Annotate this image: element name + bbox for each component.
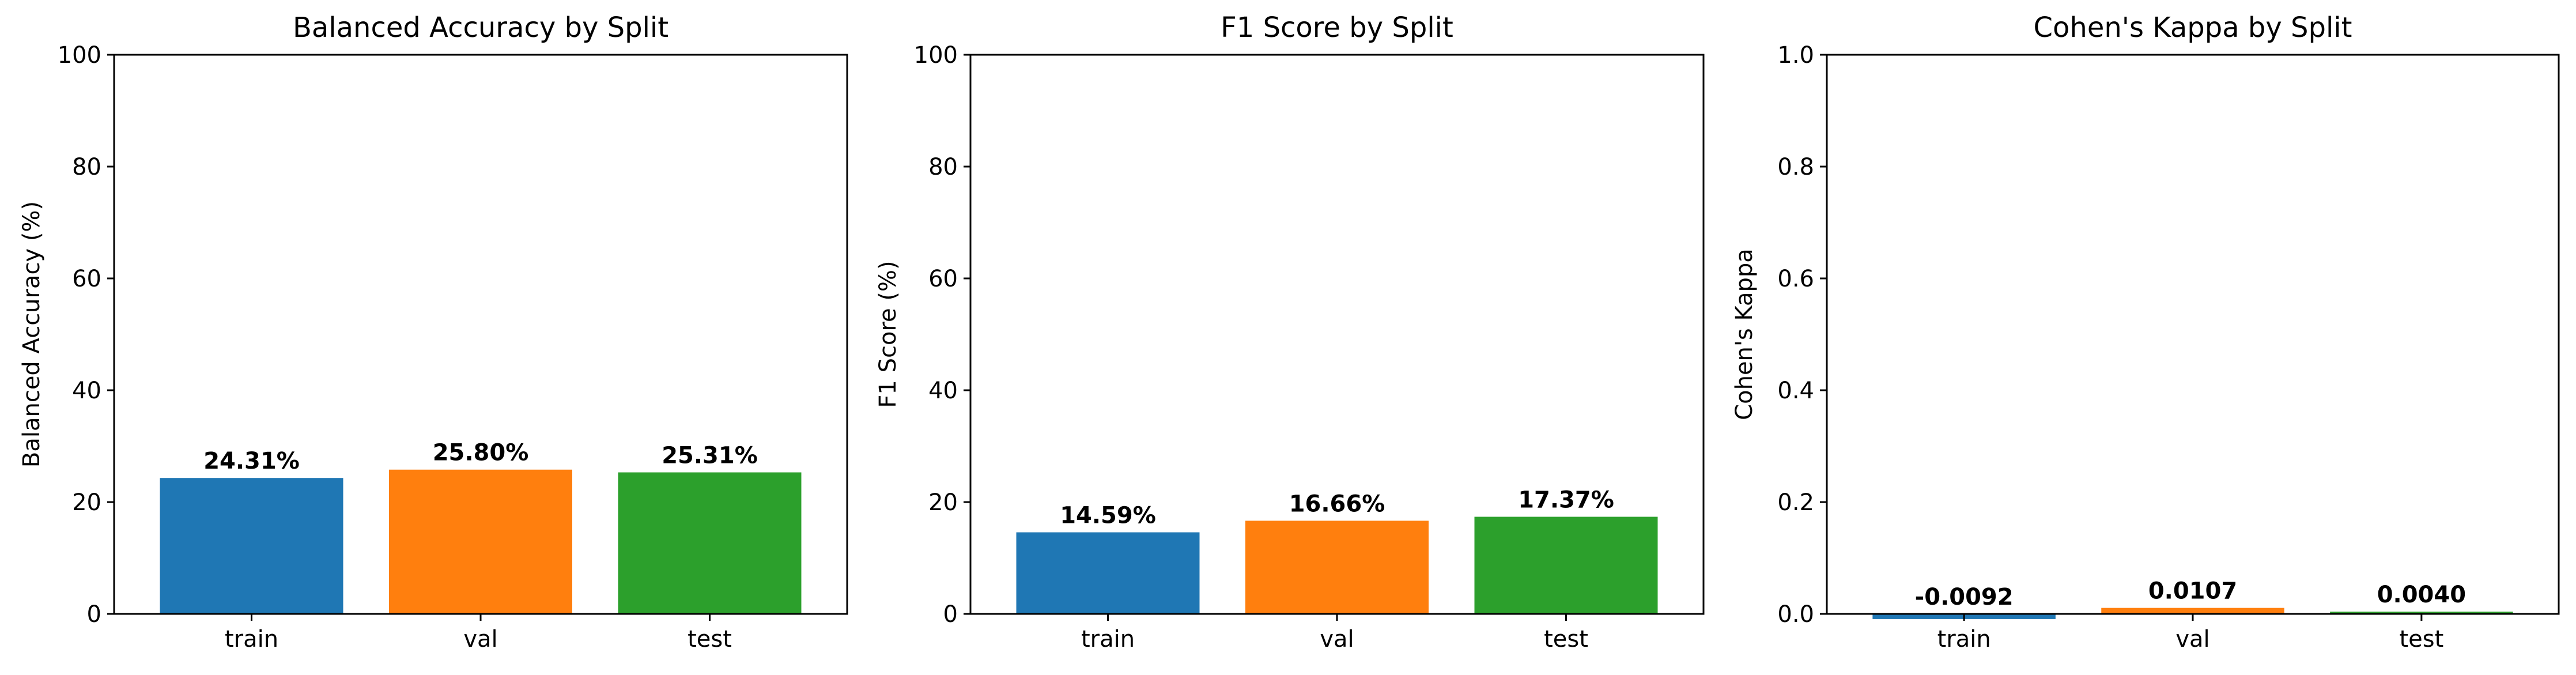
y-tick-label: 0.6 [1777,266,1814,292]
x-tick-label: train [1081,626,1135,653]
y-tick-label: 0.8 [1777,154,1814,180]
bar-train [1016,532,1200,614]
chart-panel-3: -0.0092 0.0107 0.0040 0.0 0.2 0.4 0.6 0.8 1.0 tra… [1731,12,2560,653]
chart-panel-2: 14.59% 16.66% 17.37% 0 20 40 60 80 100 train val te… [875,12,1705,653]
y-tick-label: 100 [914,42,958,69]
y-tick-label: 0.4 [1777,378,1814,404]
chart-title: Cohen's Kappa by Split [2034,12,2352,44]
x-tick-label: val [2175,626,2209,653]
y-axis-label: Balanced Accuracy (%) [18,201,45,467]
y-tick-label: 20 [72,489,101,516]
chart-panel-1: 24.31% 25.80% 25.31% 0 20 40 60 80 100 train val te… [18,12,848,653]
y-axis-label: F1 Score (%) [875,261,901,408]
chart-title: F1 Score by Split [1221,12,1453,44]
y-tick-label: 0 [87,601,101,628]
y-tick-label: 80 [72,154,101,180]
x-tick-label: val [463,626,497,653]
y-tick-label: 1.0 [1777,42,1814,69]
y-tick-label: 40 [928,378,958,404]
x-tick-label: val [1320,626,1354,653]
y-tick-label: 60 [928,266,958,292]
x-tick-label: train [225,626,278,653]
x-tick-label: test [688,626,732,653]
y-tick-label: 100 [58,42,101,69]
y-tick-label: 0.2 [1777,489,1814,516]
bar-train [160,478,343,614]
data-label-val: 25.80% [433,440,529,466]
x-tick-label: test [2399,626,2443,653]
y-tick-label: 0.0 [1777,601,1814,628]
y-tick-label: 20 [928,489,958,516]
data-label-test: 0.0040 [2377,582,2466,608]
data-label-train: 24.31% [203,448,300,474]
x-tick-label: test [1544,626,1588,653]
data-label-train: -0.0092 [1915,584,2014,610]
data-label-test: 17.37% [1518,487,1614,514]
bar-val [1245,521,1429,614]
data-label-val: 0.0107 [2148,578,2237,605]
x-tick-label: train [1937,626,1991,653]
bar-val [389,469,572,614]
chart-title: Balanced Accuracy by Split [293,12,668,44]
data-label-val: 16.66% [1289,491,1385,517]
axes-frame [1826,54,2560,615]
bar-val [2101,608,2284,614]
data-label-train: 14.59% [1060,502,1156,529]
bar-test [618,472,802,614]
y-tick-label: 80 [928,154,958,180]
y-tick-label: 0 [943,601,958,628]
y-tick-label: 60 [72,266,101,292]
y-tick-label: 40 [72,378,101,404]
bar-test [2330,612,2513,614]
y-axis-label: Cohen's Kappa [1731,248,1758,420]
bar-test [1474,516,1658,614]
data-label-test: 25.31% [662,442,758,469]
